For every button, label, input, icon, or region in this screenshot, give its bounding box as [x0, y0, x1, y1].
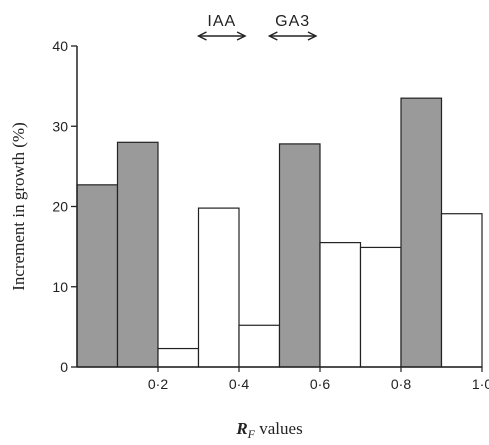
x-tick-label-4: 0·8: [391, 376, 411, 392]
marker-arrow-right-head: [236, 31, 247, 41]
marker-label-1: IAA: [207, 13, 236, 30]
bar-2: [116, 141, 159, 368]
x-axis-label-rest: values: [255, 419, 303, 438]
marker-arrow-right-head: [307, 31, 318, 41]
bar-5: [238, 324, 281, 368]
x-axis-label-main: R: [235, 419, 247, 438]
x-tick-label-1: 0·2: [148, 376, 168, 392]
bar-8: [359, 246, 402, 368]
x-tick-label-5: 1·0: [472, 376, 489, 392]
y-axis-label: Increment in growth (%): [9, 122, 28, 291]
marker-label-2: GA3: [275, 13, 310, 30]
bar-4: [197, 207, 240, 368]
marker-arrow-left-head: [196, 31, 207, 41]
bar-9: [400, 97, 443, 368]
bars: [76, 97, 483, 368]
x-tick-label-2: 0·4: [229, 376, 249, 392]
bar-1: [76, 184, 119, 368]
x-tick-label-3: 0·6: [310, 376, 330, 392]
bar-10: [440, 213, 483, 368]
marker-ga3: GA3: [267, 13, 318, 41]
y-tick-label-30: 30: [52, 118, 68, 134]
bar-3: [157, 347, 200, 368]
marker-iaa: IAA: [196, 13, 247, 41]
x-axis-label-subscript: F: [247, 427, 256, 441]
bar-6: [278, 143, 321, 368]
y-tick-label-10: 10: [52, 279, 68, 295]
bar-7: [319, 242, 362, 368]
y-ticks: 0 10 20 30 40: [52, 38, 77, 375]
y-tick-label-0: 0: [60, 359, 68, 375]
rf-markers: IAA GA3: [196, 13, 318, 41]
x-ticks: 0·2 0·4 0·6 0·8 1·0: [148, 367, 489, 392]
marker-arrow-left-head: [267, 31, 278, 41]
y-tick-label-40: 40: [52, 38, 68, 54]
y-tick-label-20: 20: [52, 199, 68, 215]
x-axis-label: RF values: [235, 419, 302, 441]
